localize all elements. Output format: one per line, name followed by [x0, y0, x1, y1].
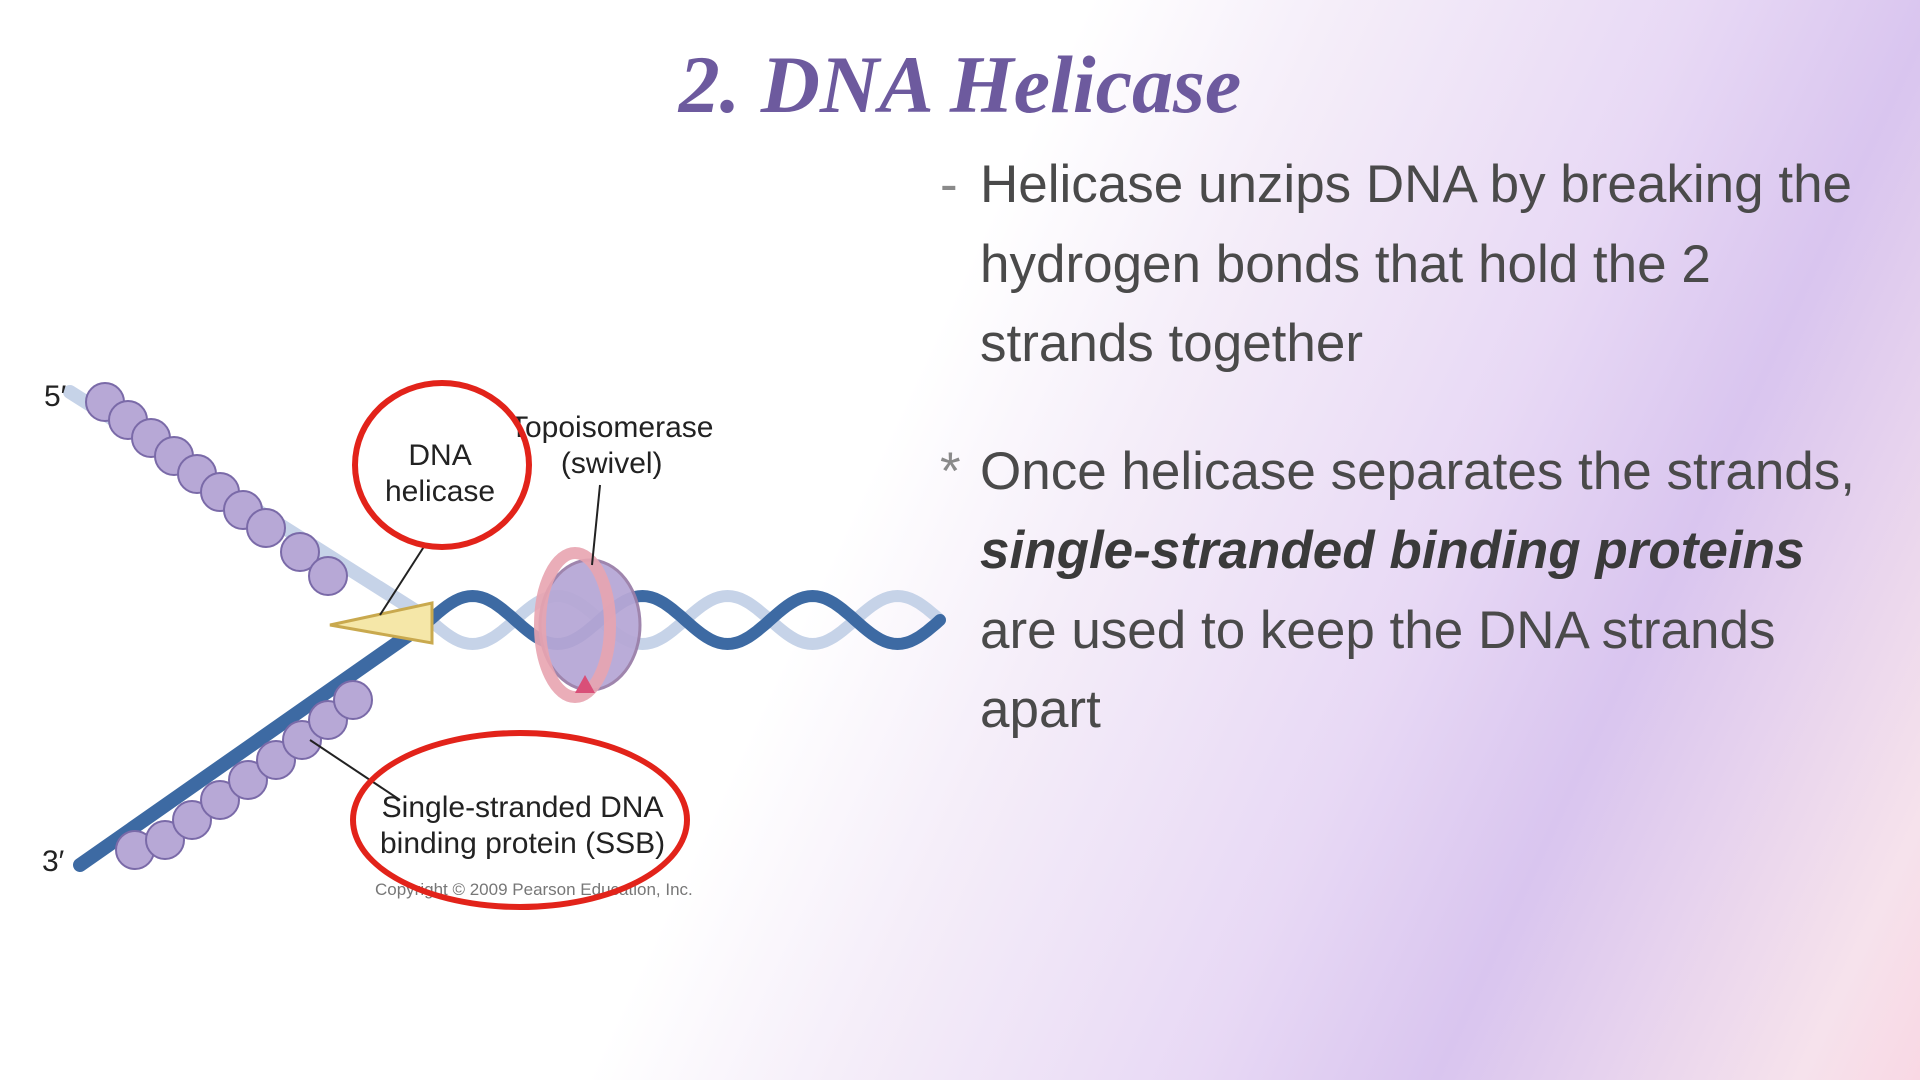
slide-title: 2. DNA Helicase: [0, 38, 1920, 132]
bold-term: single-stranded binding proteins: [980, 521, 1804, 580]
bullet-1: - Helicase unzips DNA by breaking the hy…: [940, 145, 1880, 384]
three-prime-label: 3′: [42, 845, 64, 879]
bullet-text: Once helicase separates the strands, sin…: [980, 432, 1880, 750]
bullet-text: Helicase unzips DNA by breaking the hydr…: [980, 145, 1880, 384]
body-text: - Helicase unzips DNA by breaking the hy…: [940, 145, 1880, 798]
bullet-marker: -: [940, 145, 980, 384]
red-circle-ssb: [350, 730, 690, 910]
topoisomerase-label: Topoisomerase (swivel): [510, 410, 713, 482]
bullet-2: * Once helicase separates the strands, s…: [940, 432, 1880, 750]
five-prime-label: 5′: [44, 380, 66, 414]
red-circle-helicase: [352, 380, 532, 550]
dna-diagram: 5′ 3′ DNA helicase Topoisomerase (swivel…: [30, 370, 950, 950]
slide: 2. DNA Helicase - Helicase unzips DNA by…: [0, 0, 1920, 1080]
